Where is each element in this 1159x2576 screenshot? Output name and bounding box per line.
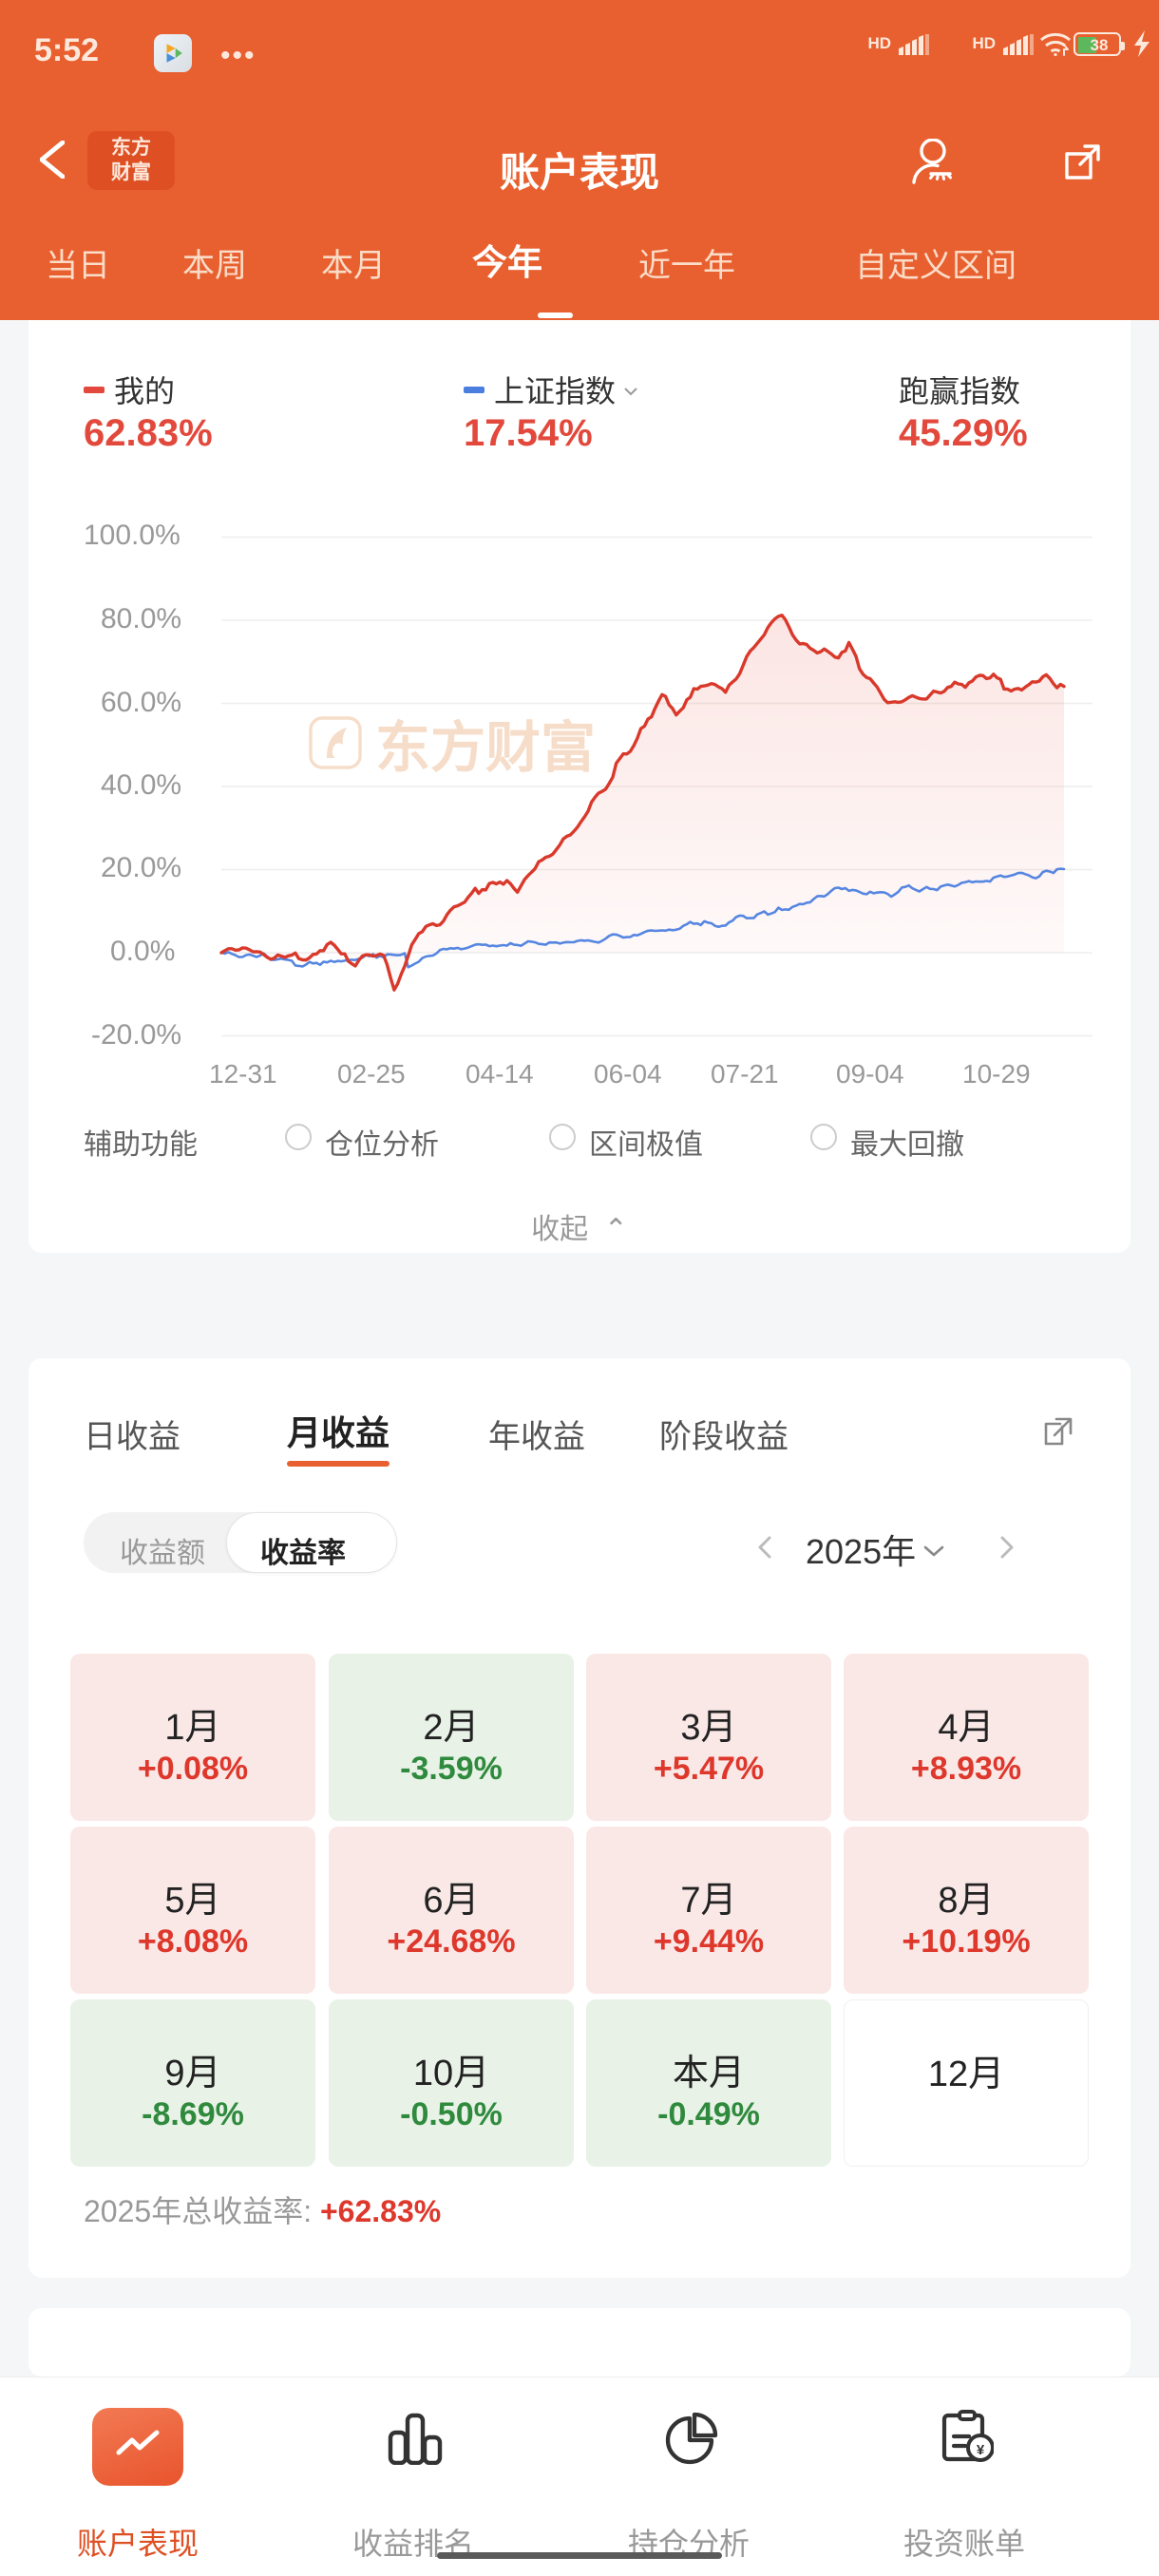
svg-text:¥: ¥ [977, 2442, 985, 2458]
